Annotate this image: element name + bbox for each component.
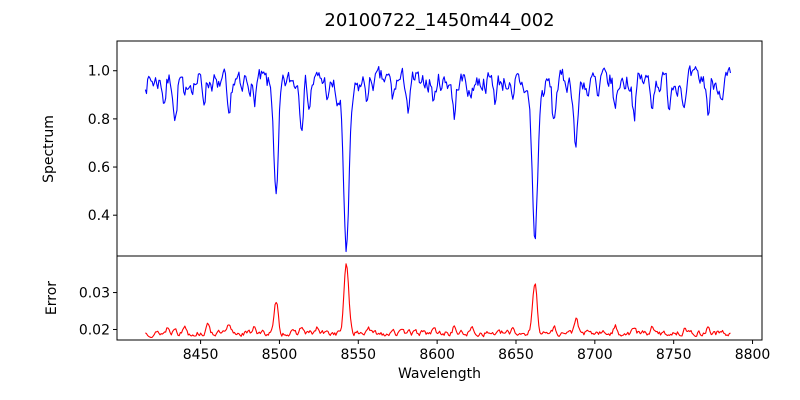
error-line	[145, 263, 731, 339]
x-tick-label: 8750	[656, 347, 692, 363]
x-axis-label: Wavelength	[397, 366, 482, 382]
error-y-tick-label: 0.02	[79, 322, 110, 338]
error-panel-border	[116, 255, 763, 341]
x-tick-label: 8700	[577, 347, 613, 363]
x-tick-label: 8500	[262, 347, 298, 363]
spectrum-y-tick-label: 0.6	[88, 160, 110, 176]
x-tick-label: 8800	[735, 347, 771, 363]
spectrum-line	[144, 65, 731, 253]
x-tick-label: 8600	[419, 347, 455, 363]
spectrum-y-tick-label: 1.0	[88, 64, 110, 80]
x-tick-label: 8450	[183, 347, 219, 363]
spectrum-y-tick-label: 0.8	[88, 112, 110, 128]
x-tick-label: 8650	[498, 347, 534, 363]
chart-title: 20100722_1450m44_002	[324, 10, 555, 31]
x-tick-label: 8550	[340, 347, 376, 363]
spectrum-y-tick-label: 0.4	[88, 208, 110, 224]
error-y-tick-label: 0.03	[79, 286, 110, 302]
